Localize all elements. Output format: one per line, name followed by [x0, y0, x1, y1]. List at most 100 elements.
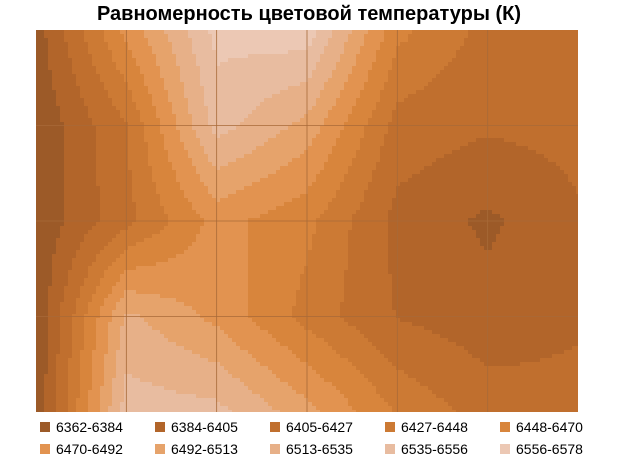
band-cell: [200, 158, 205, 163]
band-cell: [404, 170, 409, 175]
band-cell: [480, 142, 485, 147]
band-cell: [548, 94, 553, 99]
band-cell: [440, 38, 445, 43]
band-cell: [96, 102, 101, 107]
band-cell: [564, 58, 569, 63]
band-cell: [504, 138, 509, 143]
band-cell: [320, 54, 325, 59]
band-cell: [500, 70, 505, 75]
band-cell: [564, 106, 569, 111]
band-cell: [516, 62, 521, 67]
band-cell: [80, 150, 85, 155]
band-cell: [420, 130, 425, 135]
band-cell: [72, 166, 77, 171]
band-cell: [380, 74, 385, 79]
band-cell: [520, 46, 525, 51]
band-cell: [276, 46, 281, 51]
band-cell: [456, 34, 461, 39]
band-cell: [348, 158, 353, 163]
band-cell: [204, 150, 209, 155]
band-cell: [140, 166, 145, 171]
band-cell: [408, 126, 413, 131]
band-cell: [144, 118, 149, 123]
band-cell: [344, 54, 349, 59]
band-cell: [116, 46, 121, 51]
band-cell: [52, 62, 57, 67]
band-cell: [532, 146, 537, 151]
band-cell: [360, 46, 365, 51]
band-cell: [284, 158, 289, 163]
band-cell: [572, 98, 577, 103]
band-cell: [384, 66, 389, 71]
band-cell: [112, 70, 117, 75]
band-cell: [424, 134, 429, 139]
band-cell: [96, 134, 101, 139]
band-cell: [520, 106, 525, 111]
band-cell: [236, 102, 241, 107]
band-cell: [140, 174, 145, 179]
band-cell: [168, 134, 173, 139]
band-cell: [336, 122, 341, 127]
band-cell: [504, 62, 509, 67]
band-cell: [532, 154, 537, 159]
band-cell: [324, 126, 329, 131]
band-cell: [396, 138, 401, 143]
band-cell: [304, 158, 309, 163]
band-cell: [328, 70, 333, 75]
band-cell: [520, 70, 525, 75]
band-cell: [548, 110, 553, 115]
band-cell: [300, 54, 305, 59]
band-cell: [120, 86, 125, 91]
band-cell: [172, 122, 177, 127]
band-cell: [304, 150, 309, 155]
band-cell: [312, 46, 317, 51]
band-cell: [284, 130, 289, 135]
band-cell: [328, 142, 333, 147]
band-cell: [312, 102, 317, 107]
band-cell: [344, 102, 349, 107]
band-cell: [232, 50, 237, 55]
band-cell: [388, 70, 393, 75]
band-cell: [340, 138, 345, 143]
band-cell: [348, 34, 353, 39]
band-cell: [480, 110, 485, 115]
band-cell: [44, 122, 49, 127]
band-cell: [76, 78, 81, 83]
band-cell: [508, 46, 513, 51]
band-cell: [192, 94, 197, 99]
band-cell: [128, 158, 133, 163]
band-cell: [572, 134, 577, 139]
band-cell: [88, 174, 93, 179]
band-cell: [260, 150, 265, 155]
band-cell: [324, 106, 329, 111]
band-cell: [428, 158, 433, 163]
band-cell: [316, 162, 321, 167]
band-cell: [524, 118, 529, 123]
band-cell: [76, 46, 81, 51]
band-cell: [556, 46, 561, 51]
band-cell: [160, 142, 165, 147]
band-cell: [88, 126, 93, 131]
band-cell: [180, 142, 185, 147]
band-cell: [252, 114, 257, 119]
band-cell: [540, 74, 545, 79]
band-cell: [432, 34, 437, 39]
band-cell: [244, 98, 249, 103]
band-cell: [192, 146, 197, 151]
band-cell: [156, 118, 161, 123]
band-cell: [76, 166, 81, 171]
band-cell: [404, 70, 409, 75]
band-cell: [188, 70, 193, 75]
band-cell: [120, 126, 125, 131]
band-cell: [212, 150, 217, 155]
band-cell: [260, 126, 265, 131]
band-cell: [356, 150, 361, 155]
band-cell: [240, 94, 245, 99]
band-cell: [208, 46, 213, 51]
band-cell: [328, 42, 333, 47]
band-cell: [128, 42, 133, 47]
band-cell: [76, 138, 81, 143]
band-cell: [120, 138, 125, 143]
band-cell: [316, 94, 321, 99]
band-cell: [148, 70, 153, 75]
